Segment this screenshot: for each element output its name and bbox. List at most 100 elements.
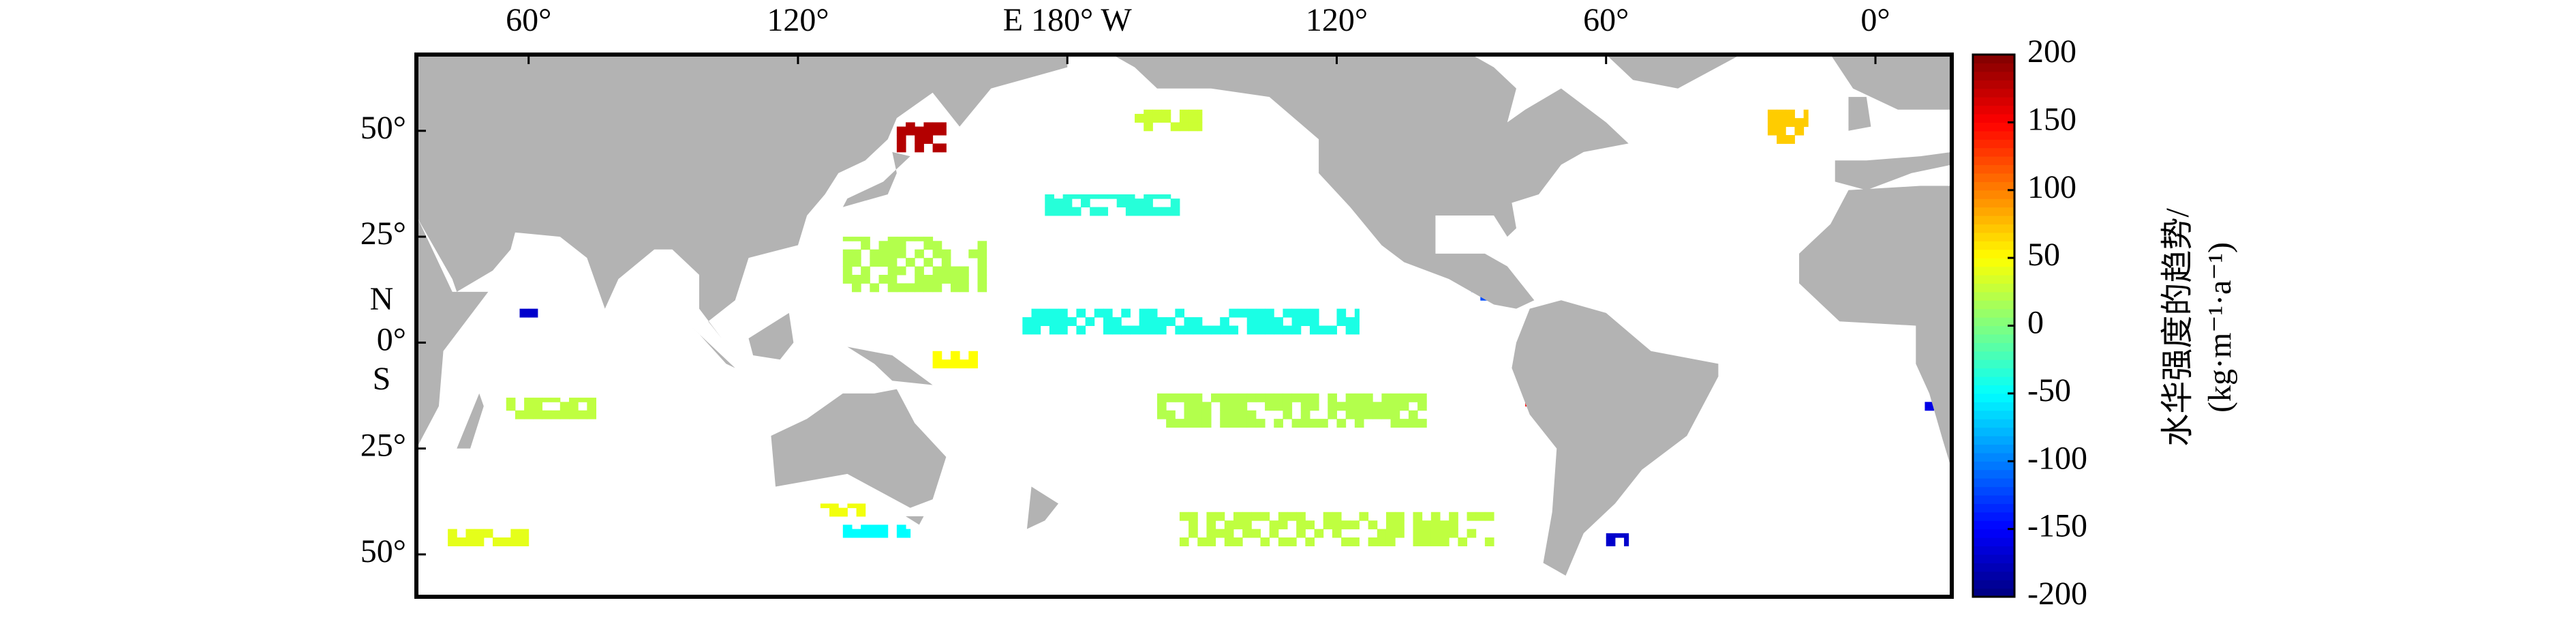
trend-cell	[1300, 308, 1310, 318]
colorbar-tick-label: 200	[2027, 33, 2076, 70]
trend-cell	[533, 410, 542, 419]
trend-cell	[1179, 113, 1189, 123]
trend-cell	[474, 529, 485, 538]
trend-cell	[878, 249, 889, 258]
colorbar-segment	[1973, 410, 2014, 419]
trend-cell	[1099, 194, 1109, 199]
colorbar-segment	[1973, 198, 2014, 208]
trend-cell	[474, 537, 485, 546]
trend-cell	[1323, 520, 1333, 530]
trend-cell	[977, 266, 987, 276]
colorbar-segment	[1973, 241, 2014, 250]
trend-cell	[1156, 325, 1167, 335]
trend-cell	[932, 359, 942, 369]
trend-cell	[1341, 520, 1351, 530]
colorbar-tick-label: 150	[2027, 101, 2076, 137]
trend-cell	[1265, 402, 1274, 411]
trend-cell	[932, 122, 942, 128]
trend-cell	[1103, 308, 1113, 318]
trend-cell	[1377, 529, 1387, 538]
trend-cell	[1058, 325, 1068, 335]
trend-cell	[1238, 419, 1248, 428]
trend-cell	[1390, 419, 1400, 428]
y-tick-label: 25°	[361, 216, 406, 252]
trend-cell	[1220, 419, 1229, 428]
trend-cell	[1385, 512, 1396, 521]
trend-cell	[1080, 198, 1090, 208]
trend-cell	[1215, 529, 1225, 538]
trend-cell	[1395, 520, 1405, 530]
trend-cell	[1189, 529, 1198, 538]
land	[847, 346, 933, 385]
trend-cell	[1125, 198, 1135, 208]
trend-cell	[515, 410, 525, 419]
trend-cell	[1179, 512, 1189, 521]
trend-cell	[1430, 537, 1441, 546]
colorbar-segment	[1973, 359, 2014, 369]
colorbar-segment	[1973, 283, 2014, 293]
trend-cell	[519, 308, 530, 318]
trend-cell	[1265, 393, 1274, 402]
trend-cell	[519, 529, 530, 538]
trend-cell	[1080, 194, 1090, 199]
land	[1835, 151, 1952, 190]
trend-cell	[1170, 207, 1180, 216]
trend-cell	[906, 126, 915, 136]
colorbar-segment	[1973, 97, 2014, 106]
trend-cell	[1058, 308, 1068, 318]
trend-cell	[1166, 419, 1176, 428]
land	[1799, 186, 1952, 470]
trend-cell	[551, 398, 561, 402]
trend-cell	[861, 524, 870, 530]
trend-cell	[1305, 520, 1315, 530]
trend-cell	[1385, 537, 1396, 546]
trend-cell	[1606, 537, 1616, 546]
trend-cell	[878, 529, 889, 538]
trend-cell	[941, 122, 947, 128]
trend-cell	[578, 410, 587, 419]
trend-cell	[856, 507, 866, 517]
colorbar-segment	[1973, 580, 2014, 589]
trend-cell	[1767, 109, 1777, 119]
trend-cell	[820, 503, 830, 509]
trend-cell	[923, 283, 934, 293]
trend-cell	[1094, 308, 1104, 318]
land	[842, 151, 910, 207]
trend-cell	[1350, 520, 1360, 530]
trend-cell	[1161, 113, 1171, 123]
trend-cell	[1345, 317, 1355, 326]
trend-cell	[1283, 402, 1293, 411]
trend-cell	[852, 249, 861, 258]
trend-cell	[977, 241, 987, 250]
trend-cell	[1341, 537, 1351, 546]
trend-cell	[1484, 512, 1494, 521]
trend-cell	[1144, 198, 1153, 208]
trend-cell	[1175, 325, 1184, 335]
trend-cell	[1283, 308, 1293, 318]
trend-cell	[1785, 118, 1795, 128]
trend-cell	[1283, 410, 1293, 419]
colorbar-segment	[1973, 419, 2014, 428]
trend-cell	[1278, 512, 1288, 521]
trend-cell	[887, 249, 898, 258]
trend-cell	[1184, 419, 1194, 428]
trend-cell	[887, 274, 898, 284]
trend-cell	[1606, 533, 1616, 538]
trend-cell	[448, 537, 457, 546]
trend-cell	[932, 249, 942, 258]
trend-cell	[906, 283, 915, 293]
trend-cell	[887, 241, 898, 250]
colorbar-segment	[1973, 224, 2014, 233]
trend-cell	[1058, 317, 1068, 326]
trend-cell	[578, 398, 587, 402]
trend-cell	[1440, 520, 1450, 530]
trend-cell	[870, 283, 880, 293]
trend-cell	[1229, 308, 1239, 318]
trend-cell	[1777, 118, 1786, 128]
trend-cell	[1368, 520, 1378, 530]
trend-cell	[510, 529, 521, 538]
trend-cell	[1345, 402, 1355, 411]
trend-cell	[1449, 520, 1458, 530]
colorbar-segment	[1973, 444, 2014, 454]
colorbar-segment	[1973, 427, 2014, 436]
